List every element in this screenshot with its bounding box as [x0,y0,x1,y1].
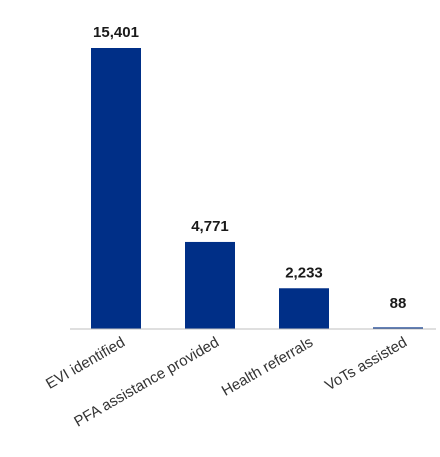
value-labels-group: 15,401 4,771 2,233 88 [93,24,406,312]
bars-group [91,48,423,329]
value-label-3: 88 [390,295,407,312]
value-label-1: 4,771 [191,218,229,235]
category-label-3: VoTs assisted [322,334,410,395]
bar-1 [185,241,235,329]
category-label-2: Health referrals [219,334,316,400]
value-label-2: 2,233 [285,264,323,281]
category-label-0: EVI identified [43,334,128,393]
bar-3 [373,327,423,329]
bar-2 [279,288,329,329]
bar-0 [91,48,141,329]
value-label-0: 15,401 [93,24,139,41]
